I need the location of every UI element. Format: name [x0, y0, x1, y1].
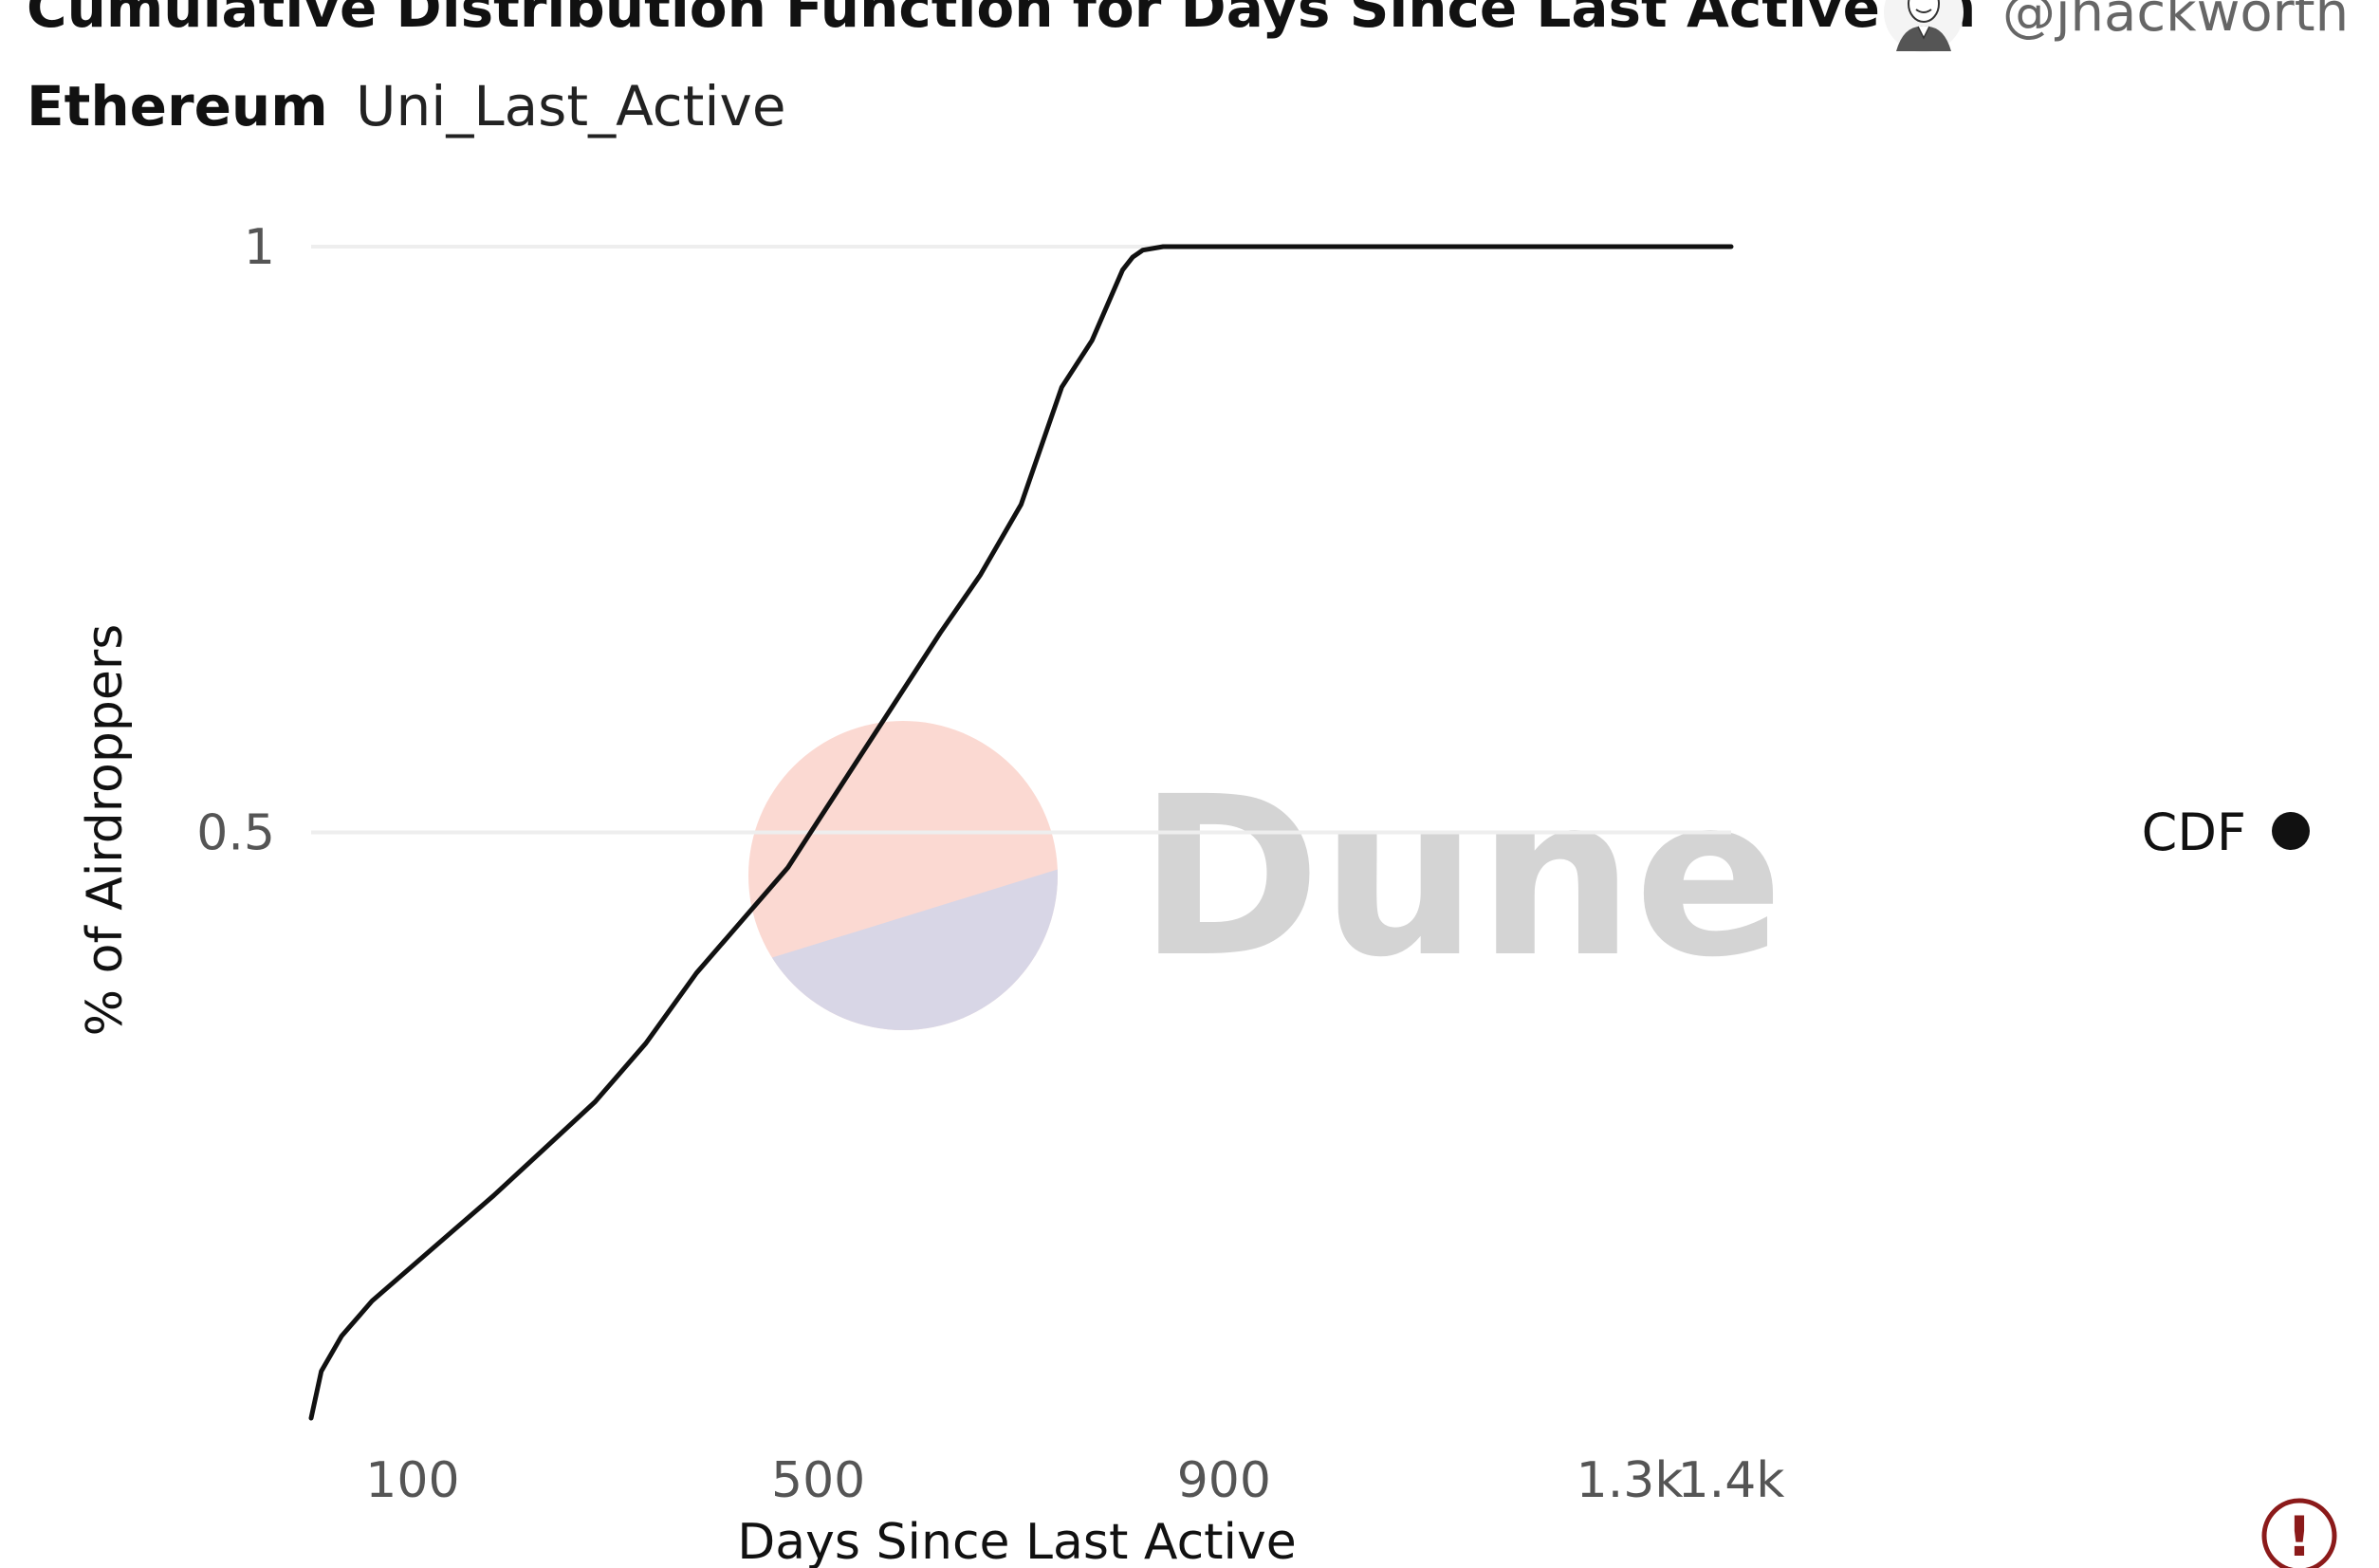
dune-watermark-text: Dune — [1138, 749, 1783, 1005]
dune-watermark: Dune — [748, 721, 1783, 1030]
error-icon[interactable]: ! — [2261, 1498, 2337, 1568]
legend-label-cdf[interactable]: CDF — [2142, 802, 2246, 862]
error-circle — [2261, 1498, 2337, 1568]
x-tick-labels: 100 500 900 1.3k1.4k — [365, 1452, 1784, 1509]
x-tick-label: 1.4k — [1678, 1452, 1785, 1509]
legend[interactable]: CDF — [2142, 802, 2310, 862]
y-axis-title: % of Airdroppers — [77, 624, 134, 1037]
x-tick-label: 500 — [771, 1452, 865, 1509]
y-tick-label: 1 — [244, 219, 275, 276]
dune-logo-lower-half — [748, 868, 1058, 1030]
x-axis-title: Days Since Last Active — [737, 1514, 1297, 1568]
y-tick-labels: 0.51 — [196, 219, 275, 862]
chart-title-line1: Cumulative Distribution Function for Day… — [27, 0, 1977, 40]
x-tick-label: 100 — [365, 1452, 459, 1509]
author-name[interactable]: @jhackworth — [2002, 0, 2350, 44]
x-tick-label: 1.3k — [1577, 1452, 1684, 1509]
avatar — [1884, 0, 1964, 52]
y-tick-label: 0.5 — [196, 805, 275, 862]
query-name[interactable]: Uni_Last_Active — [356, 74, 786, 138]
legend-marker-cdf[interactable] — [2272, 812, 2310, 850]
x-tick-label: 900 — [1177, 1452, 1271, 1509]
exclamation-icon: ! — [2287, 1504, 2312, 1568]
chart-title-line2: Ethereum — [27, 74, 328, 138]
author-link[interactable]: @jhackworth — [1883, 0, 2349, 53]
gridlines — [311, 245, 1731, 835]
series-line-cdf — [308, 244, 1734, 1421]
